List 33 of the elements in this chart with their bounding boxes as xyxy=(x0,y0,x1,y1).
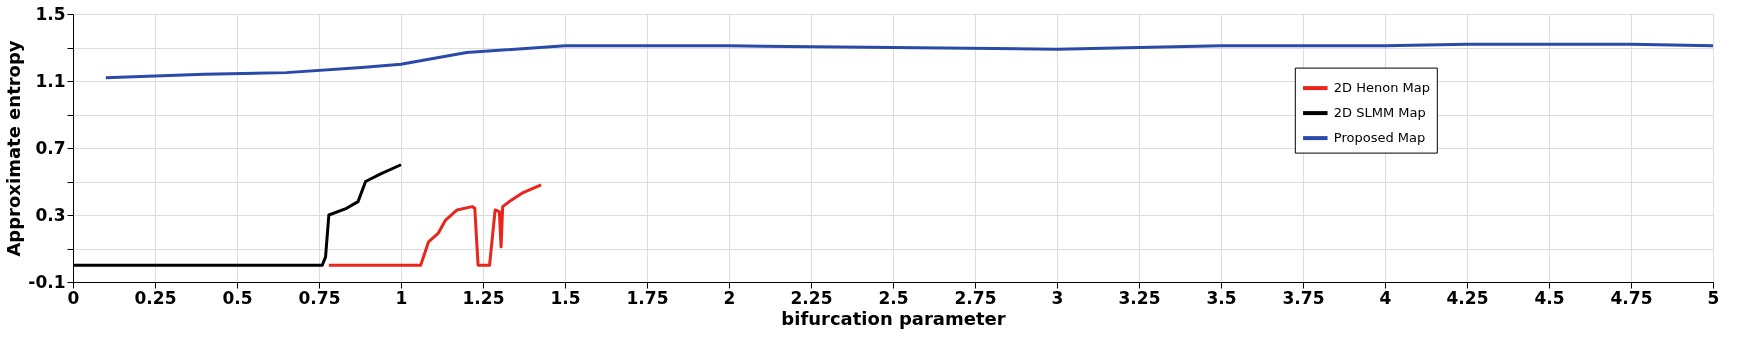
x-tick-label: 3.25 xyxy=(1118,287,1161,308)
line-series xyxy=(104,42,1713,80)
legend-label: Proposed Map xyxy=(1333,130,1426,146)
y-tick-label: -0.1 xyxy=(28,271,66,292)
legend-label: 2D SLMM Map xyxy=(1333,105,1426,121)
x-tick-label: 2.25 xyxy=(790,287,833,308)
line-series xyxy=(327,183,543,267)
x-tick-label: 1.25 xyxy=(462,287,505,308)
x-tick-label: 2.75 xyxy=(954,287,997,308)
y-tick-label: 0.7 xyxy=(35,137,66,158)
x-tick-label: 3 xyxy=(1051,287,1064,308)
x-tick-label: 0.25 xyxy=(134,287,177,308)
y-tick-label: 1.1 xyxy=(35,70,66,91)
x-tick-label: 0 xyxy=(67,287,80,308)
x-axis-title: bifurcation parameter xyxy=(781,307,1006,329)
y-tick-label: 0.3 xyxy=(35,204,66,225)
x-tick-label: 3.5 xyxy=(1206,287,1237,308)
x-tick-label: 5 xyxy=(1707,287,1720,308)
x-tick-label: 2 xyxy=(723,287,736,308)
x-tick-label: 1 xyxy=(395,287,408,308)
x-tick-label: 4.5 xyxy=(1534,287,1565,308)
x-tick-label: 4.25 xyxy=(1446,287,1489,308)
x-tick-label: 1.75 xyxy=(626,287,669,308)
x-tick-label: 3.75 xyxy=(1282,287,1325,308)
x-tick-label: 2.5 xyxy=(878,287,909,308)
y-axis-title: Approximate entropy xyxy=(3,40,25,257)
legend-label: 2D Henon Map xyxy=(1333,80,1430,96)
x-tick-label: 0.75 xyxy=(298,287,341,308)
y-tick-label: 1.5 xyxy=(35,3,66,24)
x-tick-label: 1.5 xyxy=(550,287,581,308)
x-tick-label: 4 xyxy=(1379,287,1392,308)
x-tick-label: 0.5 xyxy=(222,287,253,308)
x-tick-label: 4.75 xyxy=(1610,287,1653,308)
